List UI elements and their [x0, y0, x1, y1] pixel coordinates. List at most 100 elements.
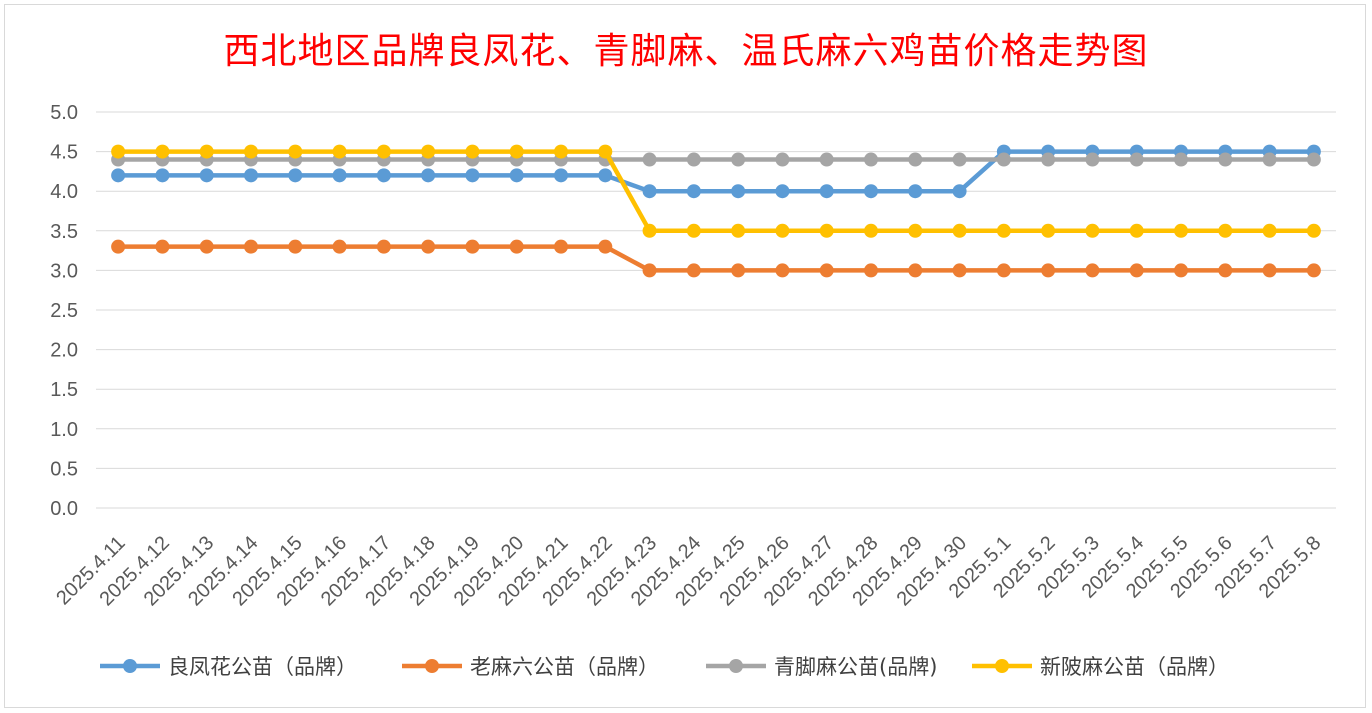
y-tick-label: 4.0: [50, 181, 78, 203]
legend-item: 新陂麻公苗（品牌）: [972, 655, 1229, 679]
data-point: [1262, 263, 1277, 278]
y-tick-label: 2.5: [50, 300, 78, 322]
data-point: [1174, 152, 1188, 167]
legend-swatch-marker: [425, 659, 439, 673]
legend-label: 老麻六公苗（品牌）: [470, 655, 659, 679]
data-point: [1041, 223, 1056, 238]
data-point: [598, 144, 613, 159]
legend-label: 良凤花公苗（品牌）: [168, 655, 357, 679]
data-point: [996, 152, 1011, 167]
data-point: [731, 184, 746, 199]
data-point: [465, 168, 480, 183]
data-point: [554, 239, 568, 254]
data-point: [642, 263, 657, 278]
data-point: [509, 168, 524, 183]
legend-item: 良凤花公苗（品牌）: [100, 655, 357, 679]
series-line: [118, 244, 1314, 273]
data-point: [775, 152, 790, 167]
data-point: [244, 144, 258, 159]
data-point: [199, 168, 214, 183]
data-point: [509, 239, 524, 254]
data-point: [421, 168, 436, 183]
data-point: [731, 263, 746, 278]
data-point: [1306, 223, 1321, 238]
data-point: [731, 152, 746, 167]
y-tick-label: 1.0: [50, 419, 78, 441]
legend-item: 青脚麻公苗(品牌): [706, 655, 937, 679]
data-point: [288, 144, 303, 159]
data-point: [1129, 152, 1144, 167]
data-point: [908, 263, 923, 278]
y-axis-ticks: 0.0 0.5 1.0 1.5 2.0 2.5 3.0 3.5 4.0 4.5 5.0: [50, 102, 78, 520]
data-point: [155, 144, 170, 159]
data-point: [686, 263, 701, 278]
legend-label: 青脚麻公苗(品牌): [774, 655, 937, 679]
data-point: [1085, 223, 1100, 238]
data-point: [1085, 152, 1100, 167]
data-point: [864, 184, 878, 199]
x-axis-ticks: 2025.4.112025.4.122025.4.132025.4.142025…: [52, 532, 1325, 610]
data-point: [952, 263, 967, 278]
data-point: [1174, 263, 1188, 278]
data-point: [155, 239, 170, 254]
y-tick-label: 1.5: [50, 379, 78, 401]
data-point: [908, 223, 923, 238]
legend-label: 新陂麻公苗（品牌）: [1040, 655, 1229, 679]
data-point: [376, 168, 391, 183]
legend-item: 老麻六公苗（品牌）: [402, 655, 659, 679]
y-tick-label: 0.0: [50, 498, 78, 520]
data-point: [332, 168, 347, 183]
data-point: [819, 152, 834, 167]
legend-swatch-marker: [729, 659, 743, 673]
grid-layer: [96, 111, 1336, 509]
y-tick-label: 2.0: [50, 340, 78, 362]
data-point: [376, 239, 391, 254]
legend-swatch-marker: [995, 659, 1009, 673]
data-point: [1218, 152, 1233, 167]
data-point: [642, 184, 657, 199]
data-point: [1129, 223, 1144, 238]
data-point: [111, 239, 126, 254]
data-point: [598, 239, 613, 254]
series-2: [111, 239, 1321, 278]
series-line: [118, 149, 1314, 194]
data-point: [155, 168, 170, 183]
data-point: [244, 239, 258, 254]
data-point: [199, 239, 214, 254]
data-point: [1262, 152, 1277, 167]
data-point: [1085, 263, 1100, 278]
chart-title: 西北地区品牌良凤花、青脚麻、温氏麻六鸡苗价格走势图: [223, 31, 1149, 72]
data-point: [642, 223, 657, 238]
data-point: [1306, 263, 1321, 278]
data-point: [1174, 223, 1188, 238]
chart-frame: [4, 4, 1366, 708]
legend: 良凤花公苗（品牌） 老麻六公苗（品牌） 青脚麻公苗(品牌) 新陂麻公苗（品牌）: [100, 655, 1229, 679]
data-point: [1262, 223, 1277, 238]
data-point: [952, 223, 967, 238]
data-point: [199, 144, 214, 159]
data-point: [686, 184, 701, 199]
data-point: [1041, 263, 1056, 278]
data-point: [819, 223, 834, 238]
data-point: [1041, 152, 1056, 167]
data-point: [376, 144, 391, 159]
data-point: [731, 223, 746, 238]
data-point: [465, 144, 480, 159]
data-point: [996, 263, 1011, 278]
data-point: [819, 263, 834, 278]
data-point: [421, 239, 436, 254]
data-point: [1129, 263, 1144, 278]
data-point: [952, 152, 967, 167]
data-point: [111, 144, 126, 159]
data-point: [554, 144, 568, 159]
data-point: [996, 223, 1011, 238]
data-point: [775, 223, 790, 238]
data-point: [819, 184, 834, 199]
data-point: [554, 168, 568, 183]
data-point: [864, 223, 878, 238]
data-point: [332, 144, 347, 159]
data-point: [686, 223, 701, 238]
data-point: [775, 263, 790, 278]
data-point: [288, 239, 303, 254]
